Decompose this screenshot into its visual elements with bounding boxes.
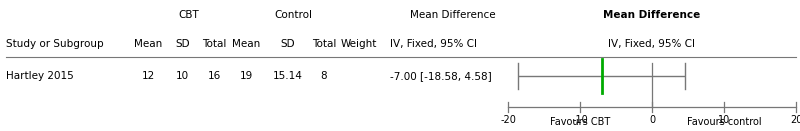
- Text: 10: 10: [176, 71, 189, 81]
- Text: SD: SD: [281, 39, 295, 49]
- Text: 16: 16: [208, 71, 221, 81]
- Text: 12: 12: [142, 71, 154, 81]
- Text: 19: 19: [240, 71, 253, 81]
- Text: 15.14: 15.14: [273, 71, 303, 81]
- Text: 10: 10: [718, 115, 730, 125]
- Text: Hartley 2015: Hartley 2015: [6, 71, 74, 81]
- Text: 20: 20: [790, 115, 800, 125]
- Text: Mean Difference: Mean Difference: [410, 10, 496, 20]
- Text: Mean: Mean: [134, 39, 162, 49]
- Text: 8: 8: [321, 71, 327, 81]
- Text: Weight: Weight: [340, 39, 377, 49]
- Text: Favours CBT: Favours CBT: [550, 117, 610, 127]
- Text: IV, Fixed, 95% CI: IV, Fixed, 95% CI: [390, 39, 478, 49]
- Text: Control: Control: [274, 10, 312, 20]
- Text: -20: -20: [500, 115, 516, 125]
- Text: SD: SD: [175, 39, 190, 49]
- Text: -10: -10: [572, 115, 588, 125]
- Text: Favours control: Favours control: [686, 117, 762, 127]
- Text: Total: Total: [312, 39, 336, 49]
- Text: IV, Fixed, 95% CI: IV, Fixed, 95% CI: [609, 39, 695, 49]
- Text: Mean Difference: Mean Difference: [603, 10, 701, 20]
- Text: Mean: Mean: [232, 39, 261, 49]
- Text: CBT: CBT: [179, 10, 199, 20]
- Text: Total: Total: [202, 39, 226, 49]
- Text: Study or Subgroup: Study or Subgroup: [6, 39, 104, 49]
- Text: -7.00 [-18.58, 4.58]: -7.00 [-18.58, 4.58]: [390, 71, 492, 81]
- Text: 0: 0: [649, 115, 655, 125]
